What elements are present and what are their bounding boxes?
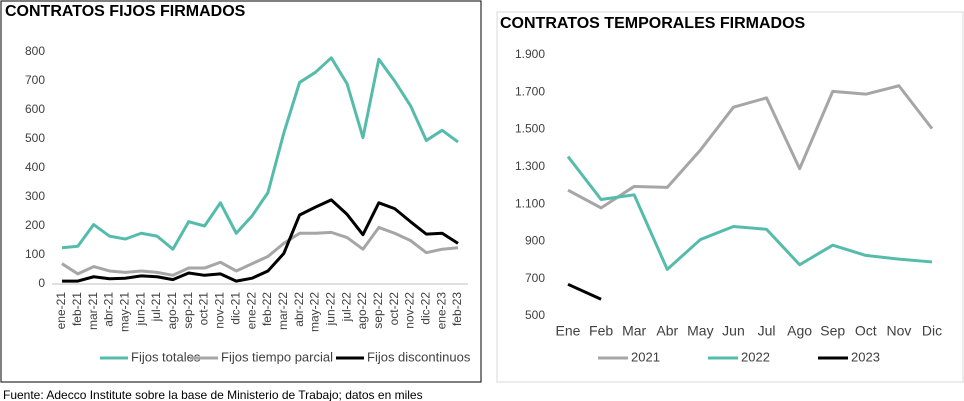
source-note: Fuente: Adecco Institute sobre la base d… <box>3 388 423 401</box>
x-tick-label: sep-22 <box>371 292 385 329</box>
x-tick-label: ene-21 <box>54 292 68 330</box>
y-tick-label: 300 <box>25 189 45 203</box>
legend-label: 2023 <box>851 349 880 364</box>
y-tick-label: 1.900 <box>515 47 545 61</box>
series-line <box>61 225 459 277</box>
legend-label: 2021 <box>631 349 660 364</box>
chart-title: CONTRATOS TEMPORALES FIRMADOS <box>500 15 806 32</box>
x-tick-label: abr-21 <box>102 292 116 327</box>
x-tick-label: may-21 <box>118 292 132 332</box>
x-tick-label: Jul <box>758 323 776 339</box>
x-tick-label: nov-21 <box>213 292 227 329</box>
x-tick-label: oct-22 <box>387 292 401 326</box>
x-tick-label: jun-22 <box>323 292 337 327</box>
y-tick-label: 600 <box>25 102 45 116</box>
x-tick-label: ene-23 <box>434 292 448 330</box>
y-tick-label: 1.500 <box>515 122 545 136</box>
legend-label: Fijos totales <box>131 349 201 364</box>
chart-title: CONTRATOS FIJOS FIRMADOS <box>5 3 246 20</box>
x-tick-label: Oct <box>855 323 877 339</box>
y-tick-label: 200 <box>25 218 45 232</box>
y-tick-label: 900 <box>525 234 545 248</box>
y-tick-label: 500 <box>525 308 545 322</box>
x-tick-label: jun-21 <box>133 292 147 327</box>
y-tick-label: 800 <box>25 44 45 58</box>
y-tick-label: 1.700 <box>515 84 545 98</box>
legend-label: Fijos discontinuos <box>367 349 471 364</box>
series-line <box>61 56 459 251</box>
x-tick-label: oct-21 <box>197 292 211 326</box>
x-tick-label: Mar <box>622 323 646 339</box>
x-tick-label: may-22 <box>308 292 322 332</box>
y-tick-label: 1.300 <box>515 159 545 173</box>
x-tick-label: Dic <box>922 323 942 339</box>
y-tick-label: 0 <box>38 276 45 290</box>
x-tick-label: mar-21 <box>86 292 100 330</box>
y-tick-label: 400 <box>25 160 45 174</box>
y-tick-label: 700 <box>25 73 45 87</box>
x-tick-label: Ene <box>556 323 581 339</box>
series-line <box>567 84 934 210</box>
right-panel <box>496 11 964 383</box>
x-tick-label: jul-22 <box>339 292 353 323</box>
x-tick-label: feb-21 <box>70 292 84 326</box>
x-tick-label: May <box>687 323 713 339</box>
series-line <box>567 282 602 301</box>
x-tick-label: jul-21 <box>149 292 163 323</box>
x-tick-label: feb-22 <box>260 292 274 326</box>
x-tick-label: nov-22 <box>403 292 417 329</box>
x-tick-label: ene-22 <box>244 292 258 330</box>
legend-label: 2022 <box>741 349 770 364</box>
x-tick-label: mar-22 <box>276 292 290 330</box>
legend-label: Fijos tiempo parcial <box>221 349 333 364</box>
series-line <box>62 198 459 283</box>
y-tick-label: 500 <box>25 131 45 145</box>
y-tick-label: 700 <box>525 271 545 285</box>
x-tick-label: dic-22 <box>418 292 432 325</box>
x-tick-label: sep-21 <box>181 292 195 329</box>
x-tick-label: ago-21 <box>165 292 179 330</box>
x-tick-label: Abr <box>656 323 678 339</box>
x-tick-label: dic-21 <box>228 292 242 325</box>
x-tick-label: abr-22 <box>292 292 306 327</box>
series-line <box>566 155 933 271</box>
y-tick-label: 100 <box>25 247 45 261</box>
x-tick-label: Nov <box>886 323 911 339</box>
x-tick-label: Feb <box>589 323 613 339</box>
y-tick-label: 1.100 <box>515 196 545 210</box>
x-tick-label: Sep <box>820 323 845 339</box>
x-tick-label: feb-23 <box>450 292 464 326</box>
x-tick-label: Jun <box>722 323 745 339</box>
x-tick-label: Ago <box>787 323 812 339</box>
x-tick-label: ago-22 <box>355 292 369 330</box>
left-panel <box>0 0 482 383</box>
